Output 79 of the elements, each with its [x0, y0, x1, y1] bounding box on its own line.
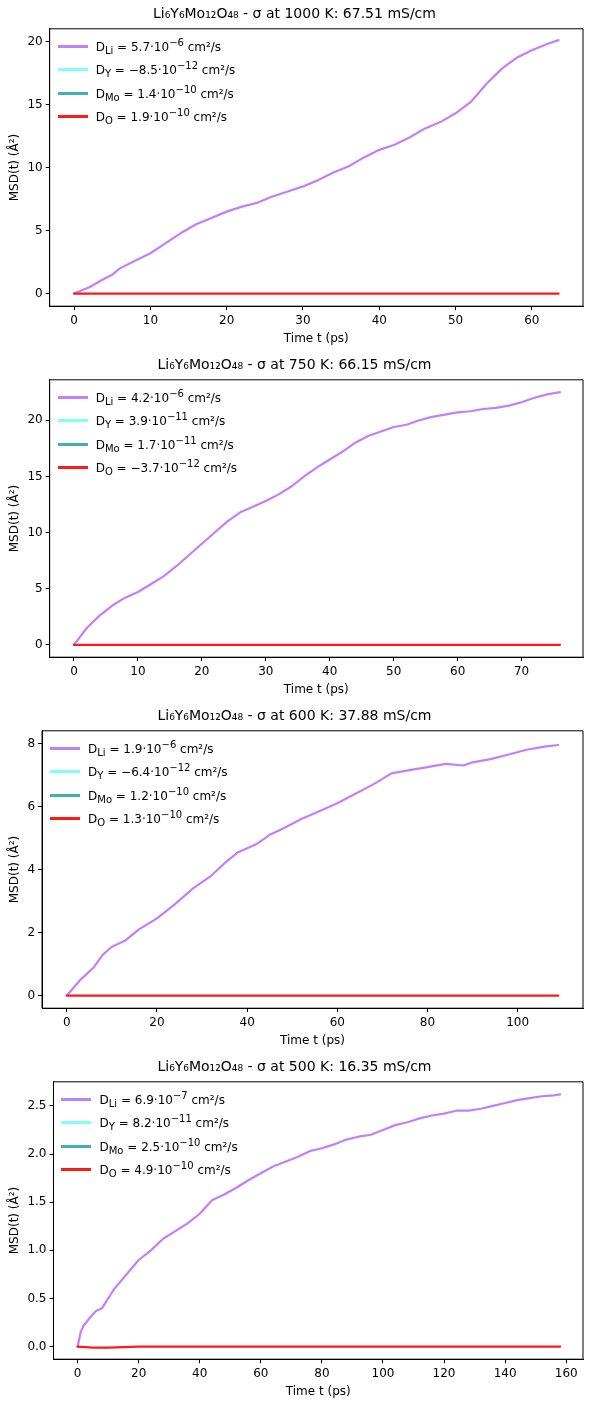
legend-label: D$_{Li}$ = 4.2·10$^{−6}$ cm²/s [95, 386, 222, 410]
x-tick-label: 20 [149, 1014, 165, 1029]
x-tick-label: 40 [371, 312, 387, 327]
y-tick-label: 20 [27, 33, 43, 48]
y-tick-label: 1.5 [27, 1194, 47, 1209]
x-axis-title: Time t (ps) [282, 681, 349, 696]
x-tick-label: 0 [70, 663, 78, 678]
y-tick-label: 0.5 [27, 1290, 47, 1305]
y-tick-label: 0 [27, 987, 36, 1002]
x-tick-label: 10 [142, 312, 159, 327]
x-tick-label: 80 [314, 1365, 330, 1380]
chart-title: Li₆Y₆Mo₁₂O₄₈ - σ at 750 K: 66.15 mS/cm [157, 356, 432, 373]
x-tick-label: 160 [554, 1365, 578, 1380]
x-tick-label: 100 [506, 1014, 530, 1029]
chart-title: Li₆Y₆Mo₁₂O₄₈ - σ at 600 K: 37.88 mS/cm [157, 707, 432, 724]
x-tick-label: 50 [447, 312, 464, 327]
x-axis-title: Time t (ps) [284, 1383, 351, 1398]
y-tick-label: 0 [35, 285, 43, 300]
x-tick-label: 60 [329, 1014, 345, 1029]
legend-label: D$_{Li}$ = 1.9·10$^{−6}$ cm²/s [88, 737, 214, 761]
x-tick-label: 60 [253, 1365, 269, 1380]
x-tick-label: 0 [73, 1365, 82, 1380]
y-axis-title: MSD(t) (Å²) [6, 133, 22, 202]
y-tick-label: 6 [27, 798, 36, 813]
legend-label: D$_{Mo}$ = 2.5·10$^{−10}$ cm²/s [99, 1135, 238, 1158]
x-tick-label: 140 [493, 1365, 517, 1380]
x-tick-label: 70 [513, 663, 530, 678]
y-tick-label: 0.0 [27, 1338, 47, 1353]
y-axis-title: MSD(t) (Å²) [6, 835, 22, 904]
legend-label: D$_{Li}$ = 6.9·10$^{−7}$ cm²/s [99, 1088, 225, 1112]
x-axis-title: Time t (ps) [282, 330, 349, 345]
y-tick-label: 0 [35, 636, 43, 651]
y-tick-label: 2 [27, 924, 36, 939]
x-tick-label: 0 [70, 312, 78, 327]
y-axis-title: MSD(t) (Å²) [6, 1186, 22, 1255]
y-tick-label: 5 [35, 580, 43, 595]
x-tick-label: 80 [419, 1014, 436, 1029]
legend-label: D$_{Mo}$ = 1.2·10$^{−10}$ cm²/s [88, 784, 227, 807]
legend-label: D$_{Mo}$ = 1.7·10$^{−11}$ cm²/s [95, 433, 234, 456]
legend-label: D$_{Y}$ = −8.5·10$^{−12}$ cm²/s [95, 59, 236, 82]
y-tick-label: 15 [27, 468, 43, 483]
y-tick-label: 2.5 [27, 1098, 47, 1112]
x-tick-label: 40 [322, 663, 338, 678]
y-axis-title: MSD(t) (Å²) [6, 484, 22, 553]
legend-label: D$_{O}$ = −3.7·10$^{−12}$ cm²/s [95, 456, 238, 480]
x-tick-label: 20 [219, 312, 235, 327]
x-tick-label: 100 [371, 1365, 395, 1380]
x-tick-label: 120 [432, 1365, 456, 1380]
x-tick-label: 30 [295, 312, 311, 327]
x-tick-label: 40 [192, 1365, 208, 1380]
legend-label: D$_{O}$ = 1.3·10$^{−10}$ cm²/s [88, 807, 220, 831]
legend-label: D$_{Y}$ = 8.2·10$^{−11}$ cm²/s [99, 1112, 230, 1135]
x-tick-label: 40 [239, 1014, 255, 1029]
x-tick-label: 60 [450, 663, 466, 678]
x-tick-label: 0 [63, 1014, 71, 1029]
legend-label: D$_{Mo}$ = 1.4·10$^{−10}$ cm²/s [95, 82, 234, 105]
x-tick-label: 60 [524, 312, 540, 327]
x-tick-label: 20 [131, 1365, 147, 1380]
y-tick-label: 15 [27, 96, 43, 111]
chart-title: Li₆Y₆Mo₁₂O₄₈ - σ at 500 K: 16.35 mS/cm [157, 1058, 432, 1075]
legend-label: D$_{O}$ = 4.9·10$^{−10}$ cm²/s [99, 1158, 231, 1182]
x-axis-title: Time t (ps) [279, 1032, 345, 1047]
x-tick-label: 20 [194, 663, 210, 678]
y-tick-label: 20 [27, 412, 43, 427]
y-tick-label: 1.0 [27, 1242, 47, 1257]
legend-label: D$_{Y}$ = 3.9·10$^{−11}$ cm²/s [95, 410, 226, 433]
y-tick-label: 8 [27, 735, 36, 750]
chart-title: Li₆Y₆Mo₁₂O₄₈ - σ at 1000 K: 67.51 mS/cm [153, 5, 436, 22]
y-tick-label: 10 [27, 159, 43, 174]
x-tick-label: 30 [258, 663, 274, 678]
y-tick-label: 5 [35, 222, 43, 237]
x-tick-label: 50 [386, 663, 402, 678]
legend-label: D$_{Y}$ = −6.4·10$^{−12}$ cm²/s [88, 761, 228, 784]
y-tick-label: 4 [27, 861, 36, 876]
x-tick-label: 10 [130, 663, 146, 678]
legend-label: D$_{Li}$ = 5.7·10$^{−6}$ cm²/s [95, 35, 222, 59]
y-tick-label: 10 [27, 524, 43, 539]
y-tick-label: 2.0 [27, 1146, 47, 1161]
legend-label: D$_{O}$ = 1.9·10$^{−10}$ cm²/s [95, 105, 227, 129]
